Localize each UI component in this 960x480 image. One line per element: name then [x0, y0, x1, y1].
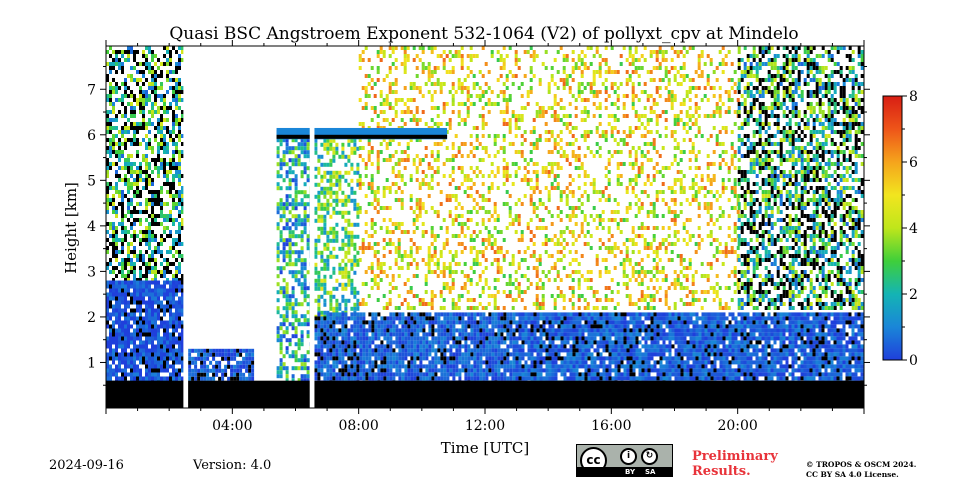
preliminary-notice: Preliminary Results.: [692, 449, 778, 479]
heatmap-region-7: [737, 46, 864, 310]
y-axis-label: Height [km]: [62, 182, 80, 274]
copyright-notice: © TROPOS & OSCM 2024. CC BY SA 4.0 Licen…: [806, 460, 916, 480]
x-tick-label: 08:00: [338, 418, 378, 434]
heatmap-region-5: [358, 46, 740, 310]
heatmap-region-4: [314, 134, 360, 319]
cloud-layer-base: [276, 134, 448, 139]
colorbar-axis: 0 2 4 6 8: [902, 89, 918, 369]
cc-badge-strip: [577, 467, 672, 476]
preliminary-line2: Results.: [692, 464, 751, 479]
x-axis-label: Time [UTC]: [441, 439, 530, 457]
date-label: 2024-09-16: [49, 458, 124, 473]
heatmap-region-1: [106, 280, 184, 385]
cc-by-label: BY: [625, 468, 636, 476]
no-data-gap-0: [183, 46, 189, 408]
cc-license-badge[interactable]: cc i ↻ BY SA: [576, 444, 673, 477]
y-tick-label: 1: [87, 355, 96, 371]
colorbar-tick-label: 2: [909, 287, 918, 303]
y-axis: 1 2 3 4 5 6 7: [87, 65, 870, 386]
chart-title: Quasi BSC Angstroem Exponent 532-1064 (V…: [169, 24, 799, 44]
y-tick-label: 7: [87, 82, 96, 98]
colorbar-tick-label: 8: [909, 89, 918, 105]
heatmap-field: [106, 46, 864, 408]
y-tick-label: 6: [87, 128, 96, 144]
x-tick-label: 12:00: [465, 418, 505, 434]
x-tick-label: 04:00: [212, 418, 252, 434]
colorbar: [882, 95, 903, 361]
share-alike-icon: ↻: [641, 448, 658, 465]
colorbar-tick-label: 6: [909, 155, 918, 171]
copyright-line1: © TROPOS & OSCM 2024.: [806, 460, 917, 469]
y-tick-label: 4: [87, 219, 96, 235]
colorbar-tick-label: 4: [909, 221, 918, 237]
preliminary-line1: Preliminary: [692, 449, 778, 464]
heatmap-region-2: [188, 348, 255, 381]
copyright-line2: CC BY SA 4.0 License.: [806, 470, 899, 479]
version-label: Version: 4.0: [193, 458, 272, 473]
no-data-gap-1: [309, 46, 315, 408]
y-tick-label: 2: [87, 310, 96, 326]
colorbar-tick-label: 0: [909, 353, 918, 369]
cloud-layer: [276, 127, 448, 140]
cc-sa-label: SA: [645, 468, 656, 476]
x-axis: 04:00 08:00 12:00 16:00 20:00: [105, 40, 865, 434]
heatmap-region-0: [106, 46, 184, 282]
heatmap-region-6: [314, 312, 864, 385]
heatmap-region-3: [276, 130, 313, 383]
x-tick-label: 20:00: [717, 418, 757, 434]
y-tick-label: 3: [87, 264, 96, 280]
near-surface-layer: [106, 380, 864, 408]
y-tick-label: 5: [87, 173, 96, 189]
x-tick-label: 16:00: [591, 418, 631, 434]
attribution-icon: i: [620, 448, 637, 465]
